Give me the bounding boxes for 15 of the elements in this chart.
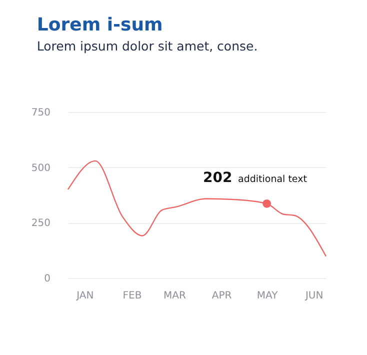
x-tick-label: APR — [212, 290, 232, 302]
x-tick-label: JUN — [304, 290, 324, 302]
line-series — [67, 160, 327, 257]
y-tick-label: 750 — [31, 108, 50, 118]
x-tick-label: FEB — [122, 290, 142, 302]
x-tick-label: MAR — [164, 290, 186, 302]
annotation: 202 — [203, 170, 232, 186]
y-tick-label: 500 — [31, 162, 50, 174]
y-tick-label: 250 — [31, 218, 50, 230]
x-tick-label: MAY — [256, 290, 279, 302]
chart-title: Lorem i-sum — [36, 14, 163, 36]
x-tick-label: JAN — [76, 290, 94, 302]
chart-subtitle: Lorem ipsum dolor sit amet, conse. — [36, 38, 258, 54]
annotation: additional text — [238, 174, 308, 185]
y-tick-label: 0 — [44, 274, 50, 284]
